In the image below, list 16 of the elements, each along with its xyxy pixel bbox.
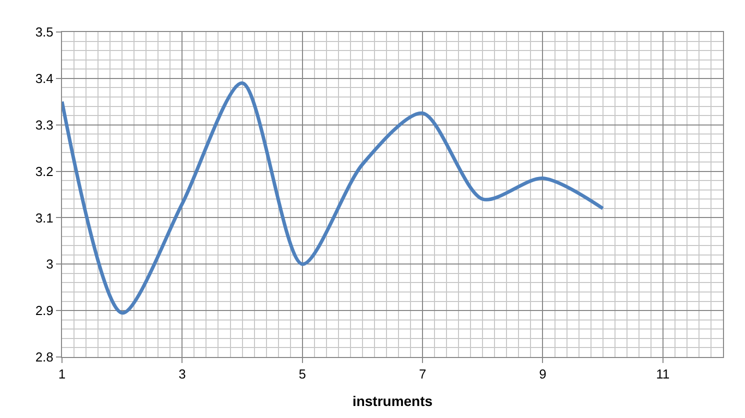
- y-tick-label: 3.5: [35, 24, 54, 40]
- line-series: [62, 81, 605, 315]
- x-tick-label: 11: [656, 366, 670, 382]
- x-tick-label: 9: [539, 366, 546, 382]
- x-tick-label: 7: [418, 366, 426, 382]
- x-axis-title: instruments: [352, 392, 433, 409]
- y-tick-label: 3.2: [35, 164, 54, 179]
- y-tick-label: 2.9: [35, 303, 54, 318]
- y-tick-label: 2.8: [35, 350, 54, 365]
- y-tick-label: 3.4: [35, 70, 54, 86]
- x-tick-label: 1: [58, 366, 66, 382]
- x-tick-label: 3: [178, 366, 186, 382]
- y-tick-label: 3: [46, 256, 54, 272]
- y-tick-label: 3.1: [35, 210, 54, 226]
- x-tick-label: 5: [298, 366, 306, 382]
- y-tick-label: 3.3: [35, 117, 54, 132]
